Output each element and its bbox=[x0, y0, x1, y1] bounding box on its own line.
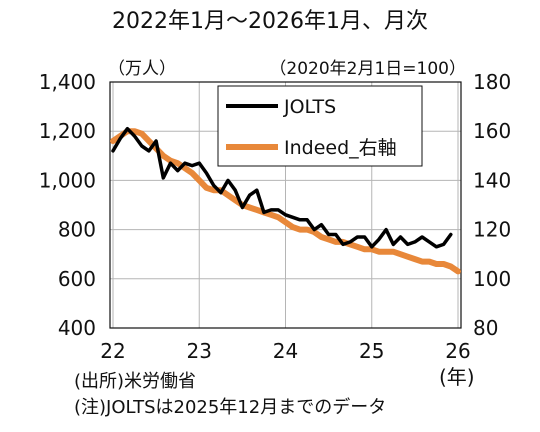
right-tick-label: 160 bbox=[473, 119, 511, 143]
left-tick-label: 1,200 bbox=[39, 119, 96, 143]
series-line-indeed bbox=[110, 128, 461, 275]
left-tick-label: 1,000 bbox=[39, 168, 96, 192]
tick-labels: 400 600 800 1,000 1,200 1,400 80 100 120 140 160 18… bbox=[39, 70, 511, 363]
x-tick-label: 24 bbox=[273, 339, 298, 363]
x-tick-label: 22 bbox=[100, 339, 125, 363]
right-axis-unit: （2020年2月1日=100） bbox=[269, 59, 466, 79]
left-tick-label: 800 bbox=[58, 218, 96, 242]
legend-box bbox=[217, 85, 423, 167]
right-tick-label: 120 bbox=[473, 218, 511, 242]
plot-frame bbox=[109, 81, 462, 329]
legend-label-indeed: Indeed_右軸 bbox=[284, 137, 397, 159]
data-note: (注)JOLTSは2025年12月までのデータ bbox=[74, 397, 386, 418]
right-tick-label: 100 bbox=[473, 267, 511, 291]
source-note: (出所)米労働省 bbox=[74, 371, 196, 392]
x-tick-label: 26 bbox=[445, 339, 470, 363]
right-tick-label: 180 bbox=[473, 70, 511, 94]
series-lines bbox=[110, 126, 461, 275]
legend-label-jolts: JOLTS bbox=[283, 96, 336, 118]
left-tick-label: 1,400 bbox=[39, 70, 96, 94]
left-tick-label: 600 bbox=[58, 267, 96, 291]
left-axis-unit: （万人） bbox=[108, 59, 176, 79]
series-line-jolts bbox=[111, 126, 453, 249]
left-tick-label: 400 bbox=[58, 316, 96, 340]
right-tick-label: 140 bbox=[473, 168, 511, 192]
x-tick-label: 23 bbox=[187, 339, 212, 363]
chart-title: 2022年1月～2026年1月、月次 bbox=[112, 9, 428, 34]
legend: JOLTS Indeed_右軸 bbox=[217, 85, 423, 167]
x-tick-label: 25 bbox=[359, 339, 384, 363]
right-tick-label: 80 bbox=[473, 316, 498, 340]
x-axis-unit: (年) bbox=[439, 365, 475, 389]
